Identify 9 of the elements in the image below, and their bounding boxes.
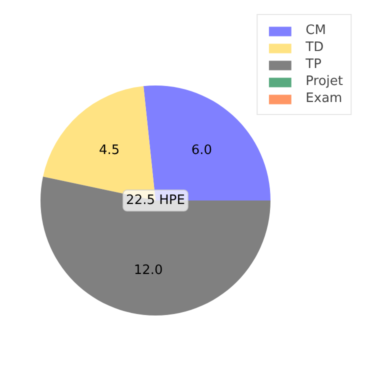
legend-label: TP [306,57,322,72]
text: 22.5 HPE [126,193,185,208]
data-label: 6.0 [191,143,212,158]
data-label: 12.0 [134,263,163,278]
legend-label: Exam [306,91,342,106]
legend-label: Projet [306,74,343,89]
data-label: 4.5 [98,143,120,158]
legend-label: CM [306,23,326,38]
legend-label: TD [306,40,325,55]
